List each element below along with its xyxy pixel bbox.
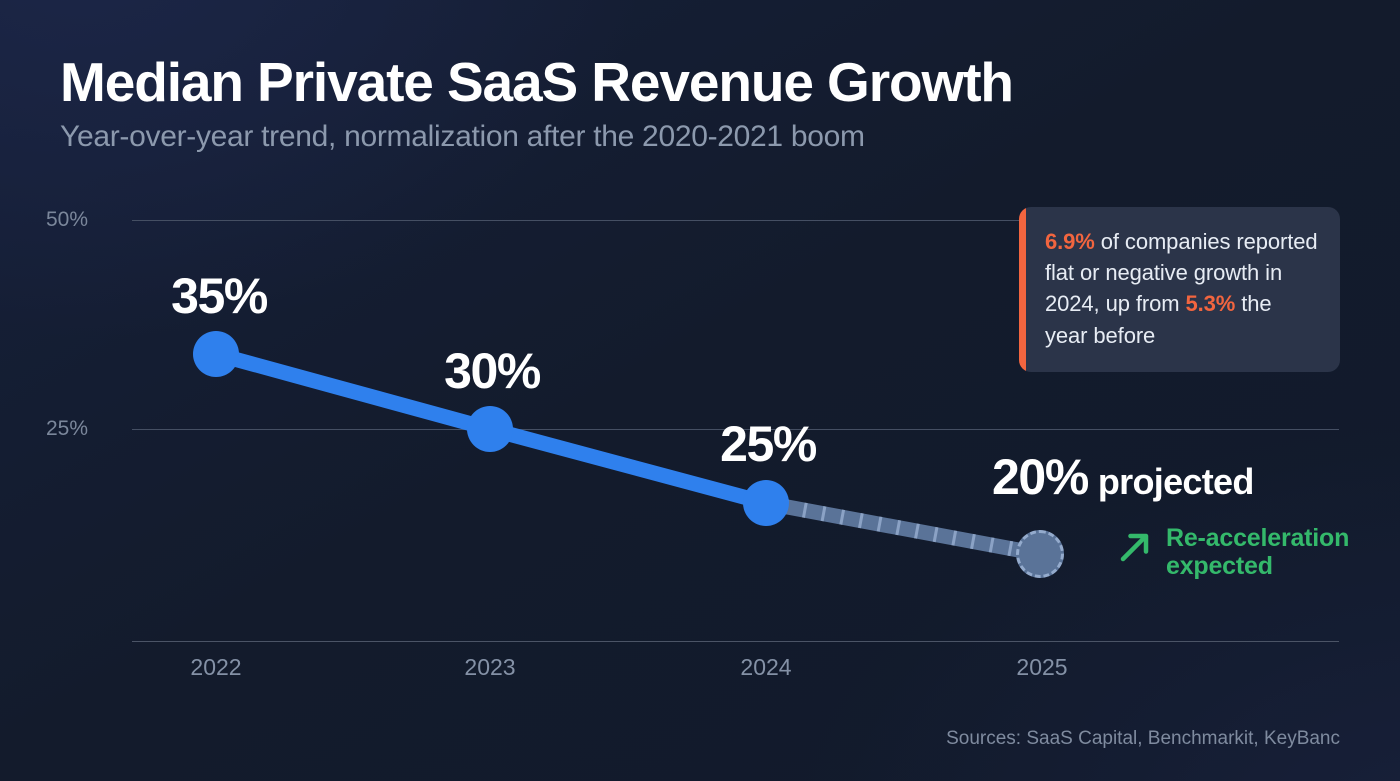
insight-callout: 6.9% of companies reported flat or negat… [1019, 207, 1340, 372]
projected-line-path [758, 495, 1048, 562]
value-label-2024: 25% [720, 416, 817, 472]
y-tick-label-25: 25% [45, 417, 88, 440]
page-subtitle: Year-over-year trend, normalization afte… [60, 120, 865, 153]
gridline-50 [132, 220, 1339, 221]
projected-value-label: 20% projected [992, 448, 1254, 506]
value-label-2023: 30% [444, 343, 541, 399]
callout-accent-bar [1019, 207, 1026, 372]
x-tick-label-2025: 2025 [1016, 654, 1068, 680]
projected-value-number: 20% [992, 449, 1089, 505]
data-point-2024[interactable] [743, 480, 789, 526]
x-tick-label-2023: 2023 [464, 654, 516, 680]
x-axis-line [132, 641, 1339, 642]
y-tick-label-50: 50% [45, 208, 88, 231]
data-point-2025-projected[interactable] [1016, 530, 1064, 578]
data-point-2022[interactable] [193, 331, 239, 377]
reacceleration-label: Re-acceleration expected [1166, 524, 1350, 580]
x-tick-label-2022: 2022 [190, 654, 242, 680]
callout-text: 6.9% of companies reported flat or negat… [1045, 226, 1318, 351]
arrow-up-right-icon [1118, 530, 1152, 569]
callout-text-part-2: the year before [1045, 291, 1272, 348]
callout-text-part-1: of companies reported flat or negative g… [1045, 229, 1318, 317]
sources-note: Sources: SaaS Capital, Benchmarkit, KeyB… [946, 728, 1340, 749]
gridline-25 [132, 429, 1339, 430]
projected-value-word: projected [1097, 461, 1254, 502]
callout-stat-secondary: 5.3% [1185, 291, 1236, 317]
x-tick-label-2024: 2024 [740, 654, 792, 680]
value-label-2022: 35% [171, 268, 268, 324]
reacceleration-annotation: Re-acceleration expected [1118, 524, 1349, 580]
page-title: Median Private SaaS Revenue Growth [60, 51, 1014, 113]
data-point-2023[interactable] [467, 406, 513, 452]
callout-stat-primary: 6.9% [1045, 229, 1095, 254]
